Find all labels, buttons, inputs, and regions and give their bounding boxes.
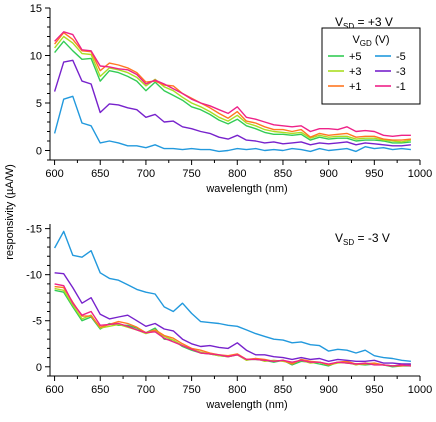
legend: VGD (V) +5 +3 +1 -5 -3 -1 [321,27,421,105]
top-x-tick-label: 600 [45,168,63,180]
panel-top: 600 650 700 750 800 850 900 950 1000 0 5 10 15 wavele… [30,3,432,195]
top-x-tick-label: 700 [137,168,155,180]
legend-label: +3 [349,66,362,78]
top-vsd-annotation: VSD = +3 V [335,15,393,31]
bottom-series-line [54,272,411,365]
bottom-x-tick-label: 650 [91,384,109,396]
shared-y-axis-label: responsivity (µA/W) [4,164,16,260]
top-series-line [54,32,411,141]
top-x-tick-label: 1000 [408,168,432,180]
top-series-line [54,35,412,143]
bottom-series-line [53,230,411,362]
bottom-x-tick-label: 800 [228,384,246,396]
legend-label: -3 [396,66,406,78]
bottom-y-tick-label: -5 [32,316,42,328]
top-x-tick-label: 850 [274,168,292,180]
bottom-series-line [54,283,411,367]
top-y-tick-label: 10 [30,51,42,63]
bottom-series-line [54,285,411,367]
top-series-line [54,31,411,138]
top-x-tick-label: 800 [228,168,246,180]
bottom-x-tick-label: 750 [182,384,200,396]
bottom-x-tick-label: 900 [319,384,337,396]
bottom-y-tick-label: -10 [26,270,42,282]
top-series-line [54,40,411,144]
bottom-x-axis-label: wavelength (nm) [205,399,287,411]
top-series-line [53,59,411,147]
bottom-x-tick-label: 850 [274,384,292,396]
top-x-tick-label: 950 [365,168,383,180]
top-x-tick-label: 650 [91,168,109,180]
legend-label: -1 [396,81,406,93]
legend-label: -5 [396,51,406,63]
legend-box [321,27,421,105]
legend-label: +1 [349,81,362,93]
legend-label: +5 [349,51,362,63]
top-x-tick-label: 750 [182,168,200,180]
top-y-tick-label: 0 [36,146,42,158]
bottom-vsd-annotation: VSD = -3 V [335,231,390,247]
bottom-y-tick-label: -15 [26,224,42,236]
top-series-line [53,95,411,153]
bottom-x-tick-label: 950 [365,384,383,396]
top-x-axis-label: wavelength (nm) [205,183,287,195]
top-y-tick-label: 5 [36,98,42,110]
top-y-tick-label: 15 [30,3,42,15]
panel-bottom: 600 650 700 750 800 850 900 950 1000 -15 -10 -5 0 wav… [26,224,432,411]
legend-title: VGD (V) [352,34,389,48]
bottom-x-tick-label: 600 [45,384,63,396]
bottom-x-tick-label: 700 [137,384,155,396]
bottom-y-tick-label: 0 [36,362,42,374]
bottom-x-tick-label: 1000 [408,384,432,396]
top-x-tick-label: 900 [319,168,337,180]
